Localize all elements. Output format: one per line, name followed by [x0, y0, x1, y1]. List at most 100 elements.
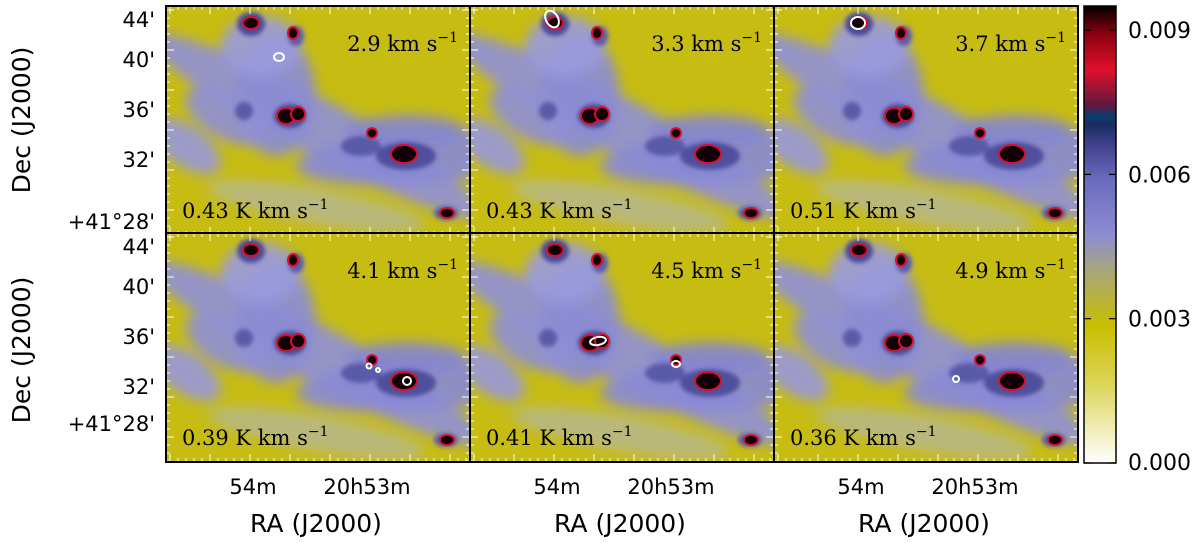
x-axis-title-2: RA (J2000)	[554, 509, 686, 538]
core-peak	[582, 109, 598, 123]
core-peak	[244, 18, 258, 28]
colorbar-tick-label: 0.009	[1128, 19, 1191, 44]
core-peak	[976, 129, 984, 137]
colorbar-tick-label: 0.006	[1128, 163, 1191, 188]
y-tick-label: +41°28'	[68, 210, 155, 234]
colorbar	[1083, 5, 1117, 464]
channel-panel: 3.7 km s−1 0.51 K km s−1	[773, 5, 1079, 236]
white-contour	[850, 16, 866, 30]
emission-region	[511, 406, 729, 460]
white-contour	[952, 375, 960, 383]
core-peak	[897, 28, 905, 38]
emission-region	[185, 86, 267, 146]
emission-region	[166, 117, 221, 175]
dense-region	[539, 329, 557, 347]
dense-region	[949, 363, 989, 383]
x-tick-label: 54m	[229, 475, 276, 499]
emission-region	[470, 117, 525, 175]
velocity-label: 2.9 km s−1	[347, 30, 458, 56]
core-peak	[289, 28, 297, 38]
core-peak	[1049, 209, 1061, 217]
channel-panel: 2.9 km s−1 0.43 K km s−1	[165, 5, 471, 236]
core-peak	[1000, 146, 1024, 162]
white-contour	[273, 52, 285, 62]
contour-level-label: 0.39 K km s−1	[182, 424, 329, 450]
emission-region	[489, 86, 571, 146]
contour-level-label: 0.36 K km s−1	[790, 424, 937, 450]
core-peak	[441, 436, 453, 444]
dense-region	[341, 136, 381, 156]
core-peak	[745, 209, 757, 217]
core-peak	[392, 146, 416, 162]
colorbar-tick-label: 0.003	[1128, 308, 1191, 333]
core-peak	[900, 335, 912, 347]
velocity-label: 4.5 km s−1	[651, 257, 762, 283]
core-peak	[976, 356, 984, 364]
white-contour	[671, 360, 681, 368]
emission-region	[166, 344, 221, 402]
core-peak	[696, 146, 720, 162]
x-tick-label: 20h53m	[627, 475, 714, 499]
panel-frame	[773, 232, 1079, 463]
colorbar-ticks: 0.009 0.006 0.003 0.000	[1084, 19, 1191, 476]
dense-region	[235, 102, 253, 120]
y-tick-label: 32'	[123, 375, 156, 399]
y-tick-label: 36'	[123, 98, 156, 122]
core-peak	[368, 129, 376, 137]
white-contour	[375, 367, 381, 373]
dense-region	[645, 363, 685, 383]
velocity-label: 3.3 km s−1	[651, 30, 762, 56]
channel-panel: 4.9 km s−1 0.36 K km s−1	[773, 232, 1079, 463]
dense-region	[235, 329, 253, 347]
dense-region	[539, 102, 557, 120]
core-peak	[593, 255, 601, 265]
contour-level-label: 0.41 K km s−1	[486, 424, 633, 450]
emission-region	[346, 115, 466, 147]
emission-region	[346, 342, 466, 374]
core-peak	[441, 209, 453, 217]
channel-panel: 4.1 km s−1 0.39 K km s−1	[165, 232, 471, 463]
core-peak	[596, 108, 608, 120]
core-peak	[672, 129, 680, 137]
white-contour	[544, 9, 560, 29]
white-contour	[402, 376, 412, 386]
core-peak	[852, 245, 866, 255]
core-peak	[368, 356, 376, 364]
dense-region	[949, 136, 989, 156]
emission-region	[815, 406, 1033, 460]
core-peak	[278, 109, 294, 123]
emission-region	[815, 179, 1033, 233]
emission-region	[954, 115, 1074, 147]
velocity-label: 3.7 km s−1	[955, 30, 1066, 56]
white-contour	[365, 362, 373, 370]
velocity-label: 4.1 km s−1	[347, 257, 458, 283]
contour-level-label: 0.43 K km s−1	[486, 197, 633, 223]
core-peak	[292, 335, 304, 347]
y-tick-label: 32'	[123, 148, 156, 172]
emission-region	[793, 86, 875, 146]
y-tick-label: 36'	[123, 325, 156, 349]
y-axis-title-top: Dec (J2000)	[7, 47, 36, 194]
contour-level-label: 0.51 K km s−1	[790, 197, 937, 223]
dense-region	[843, 329, 861, 347]
core-peak	[696, 373, 720, 389]
white-contour	[589, 335, 607, 347]
panels-layer: 2.9 km s−1 0.43 K km s−1 3.3 km s−1 0.43 K …	[68, 5, 1079, 499]
channel-panel: 3.3 km s−1 0.43 K km s−1	[469, 5, 775, 236]
core-peak	[289, 255, 297, 265]
dense-region	[645, 136, 685, 156]
x-tick-label: 20h53m	[931, 475, 1018, 499]
emission-region	[774, 344, 829, 402]
emission-region	[954, 342, 1074, 374]
core-peak	[886, 336, 902, 350]
emission-region	[511, 179, 729, 233]
emission-region	[774, 117, 829, 175]
y-axis-title-bottom: Dec (J2000)	[7, 277, 36, 424]
core-peak	[886, 109, 902, 123]
y-tick-label: 44'	[123, 8, 156, 32]
x-axis-title-1: RA (J2000)	[250, 509, 382, 538]
core-peak	[1000, 373, 1024, 389]
y-tick-label: 40'	[123, 48, 156, 72]
x-tick-label: 20h53m	[323, 475, 410, 499]
core-peak	[244, 245, 258, 255]
